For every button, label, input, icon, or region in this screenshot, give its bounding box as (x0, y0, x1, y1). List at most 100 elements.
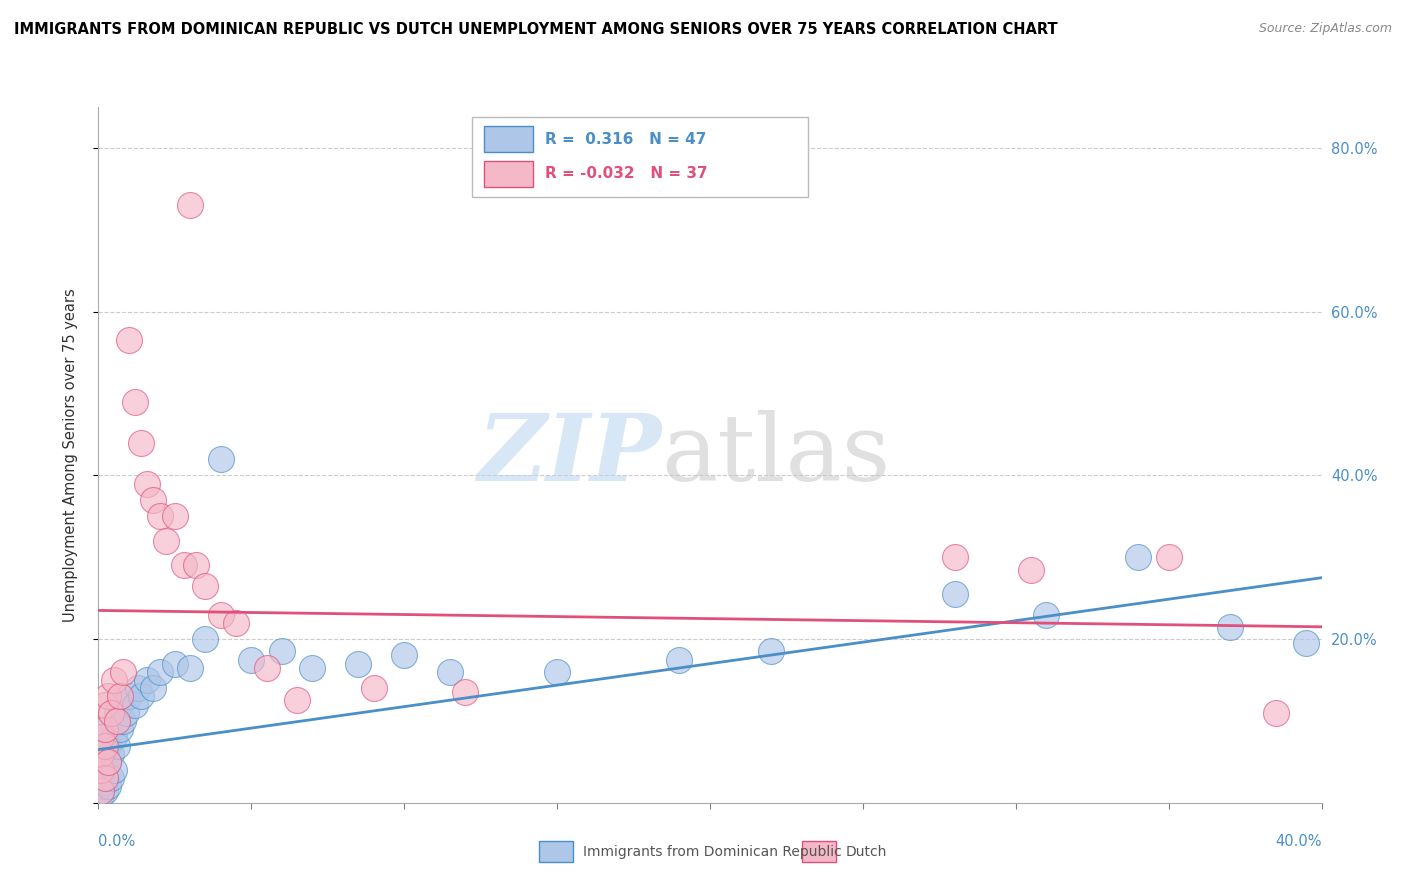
Point (90, 780, 112, 794)
Point (285, 693, 308, 707)
Point (173, 558, 195, 573)
FancyBboxPatch shape (471, 118, 808, 197)
Point (100, 747, 122, 761)
Point (93, 747, 115, 761)
Text: IMMIGRANTS FROM DOMINICAN REPUBLIC VS DUTCH UNEMPLOYMENT AMONG SENIORS OVER 75 Y: IMMIGRANTS FROM DOMINICAN REPUBLIC VS DU… (14, 22, 1057, 37)
Point (1035, 607, 1057, 622)
Point (97, 690, 120, 704)
Point (105, 714, 128, 728)
Point (97, 722, 120, 736)
Text: R =  0.316   N = 47: R = 0.316 N = 47 (546, 131, 706, 146)
Point (97, 739, 120, 753)
Point (118, 690, 141, 704)
Point (668, 652, 690, 666)
Point (392, 648, 416, 663)
Point (194, 579, 217, 593)
Point (108, 722, 131, 736)
Point (129, 435, 152, 450)
Point (136, 476, 159, 491)
Point (115, 706, 138, 720)
Bar (801, 841, 837, 862)
Point (1128, 550, 1150, 565)
Point (179, 198, 201, 212)
Bar (484, 161, 533, 187)
Point (179, 661, 201, 675)
Point (93, 698, 115, 712)
Point (90, 731, 112, 745)
Point (93, 783, 115, 797)
Point (186, 558, 208, 573)
Text: Source: ZipAtlas.com: Source: ZipAtlas.com (1258, 22, 1392, 36)
Bar (538, 841, 574, 862)
Point (149, 509, 172, 524)
Point (108, 698, 131, 712)
Point (1219, 620, 1241, 634)
Point (155, 533, 177, 548)
Point (943, 587, 966, 601)
Bar (484, 126, 533, 153)
Point (1019, 562, 1042, 576)
Point (124, 698, 146, 712)
Point (108, 690, 131, 704)
Point (97, 780, 120, 794)
Point (118, 334, 141, 348)
Point (127, 681, 149, 696)
Point (149, 665, 172, 679)
Text: Dutch: Dutch (846, 845, 887, 858)
Text: atlas: atlas (661, 410, 890, 500)
Point (111, 714, 134, 728)
Point (163, 509, 186, 524)
Point (103, 673, 125, 687)
Point (1264, 706, 1286, 720)
Point (100, 706, 122, 720)
Text: R = -0.032   N = 37: R = -0.032 N = 37 (546, 166, 707, 181)
Text: ZIP: ZIP (477, 410, 661, 500)
Point (111, 665, 134, 679)
Y-axis label: Unemployment Among Seniors over 75 years: Unemployment Among Seniors over 75 years (63, 288, 77, 622)
Point (90, 771, 112, 785)
Point (194, 632, 217, 646)
Point (90, 783, 112, 797)
Point (943, 550, 966, 565)
Text: Immigrants from Dominican Republic: Immigrants from Dominican Republic (583, 845, 842, 858)
Point (103, 731, 125, 745)
Point (546, 665, 568, 679)
Point (124, 394, 146, 409)
Point (256, 661, 278, 675)
Point (93, 771, 115, 785)
Point (225, 615, 247, 630)
Point (163, 657, 186, 671)
Point (759, 644, 782, 658)
Text: 40.0%: 40.0% (1275, 834, 1322, 849)
Point (136, 673, 159, 687)
Point (240, 652, 263, 666)
Point (363, 681, 385, 696)
Point (142, 681, 165, 696)
Point (454, 685, 477, 699)
Point (105, 739, 128, 753)
Point (90, 763, 112, 777)
Point (97, 755, 120, 769)
Point (439, 665, 461, 679)
Point (93, 739, 115, 753)
Point (100, 771, 122, 785)
Point (301, 661, 323, 675)
Point (103, 763, 125, 777)
Point (97, 755, 120, 769)
Point (209, 607, 232, 622)
Point (142, 492, 165, 507)
Point (347, 657, 370, 671)
Point (129, 690, 152, 704)
Point (90, 788, 112, 802)
Point (105, 706, 128, 720)
Point (90, 763, 112, 777)
Point (209, 452, 232, 467)
Point (1295, 636, 1317, 650)
Point (90, 747, 112, 761)
Text: 0.0%: 0.0% (98, 834, 135, 849)
Point (93, 731, 115, 745)
Point (1157, 550, 1180, 565)
Point (93, 722, 115, 736)
Point (93, 775, 115, 789)
Point (270, 644, 292, 658)
